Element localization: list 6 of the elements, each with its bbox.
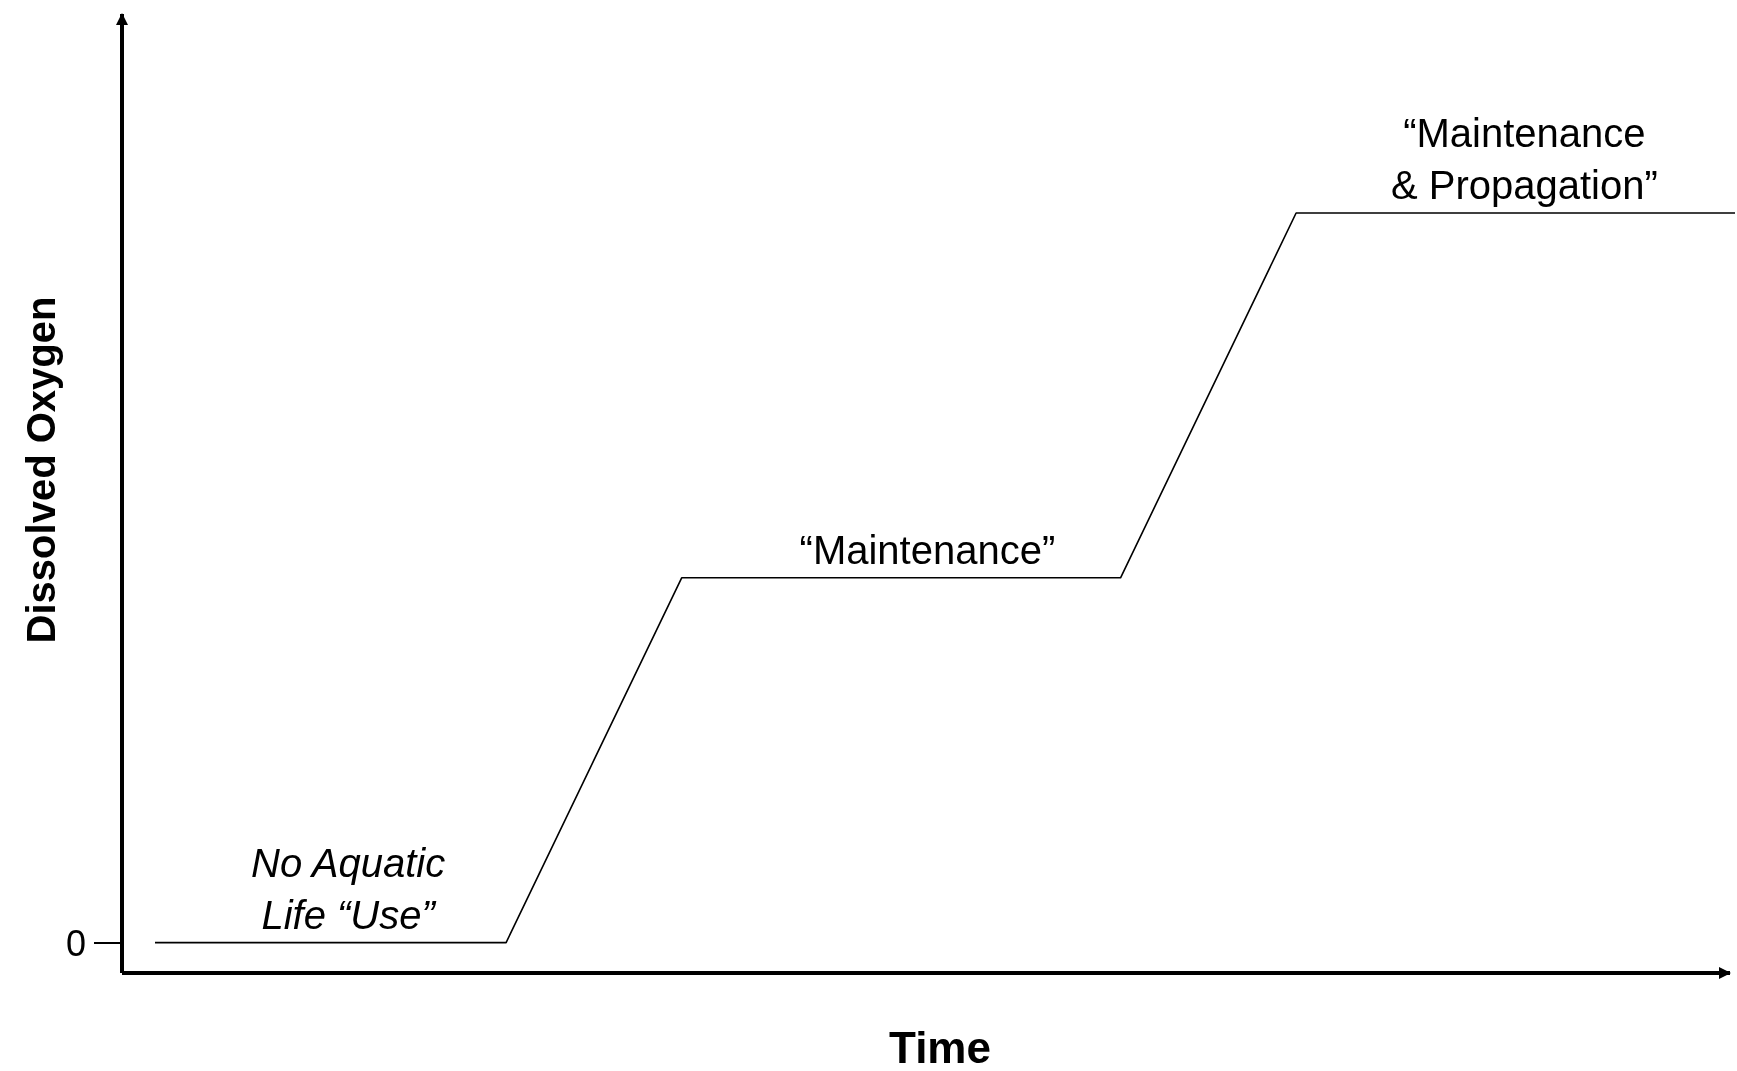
annotation: “Maintenance” <box>799 527 1056 572</box>
text: 0 <box>65 922 86 964</box>
text: “Maintenance & Propagation” <box>1390 111 1658 207</box>
y-axis-title: Dissolved Oxygen <box>19 296 63 644</box>
x-axis-title: Time <box>889 1023 991 1071</box>
annotation: No Aquatic Life “Use” <box>251 840 446 937</box>
